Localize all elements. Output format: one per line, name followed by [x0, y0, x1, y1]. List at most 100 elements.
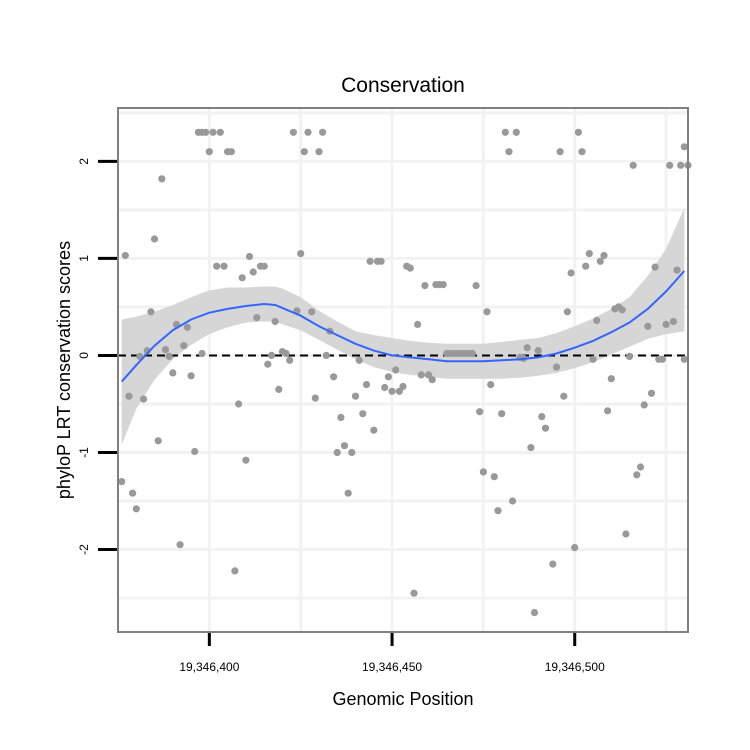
data-point	[337, 413, 345, 422]
data-point	[439, 281, 447, 289]
data-point	[498, 410, 506, 418]
data-point	[633, 471, 641, 479]
data-point	[315, 148, 323, 156]
chart-title: Conservation	[341, 74, 465, 97]
data-point	[658, 355, 667, 363]
data-point	[505, 148, 513, 156]
data-point	[187, 372, 195, 380]
data-point	[340, 442, 349, 450]
data-point	[311, 394, 319, 402]
y-tick-label: -1	[77, 447, 91, 458]
data-point	[271, 317, 279, 326]
data-point	[410, 589, 418, 597]
data-point	[205, 148, 213, 156]
data-point	[483, 308, 491, 316]
data-point	[523, 344, 531, 352]
data-point	[414, 320, 422, 328]
data-point	[618, 306, 626, 314]
data-point	[249, 268, 257, 276]
data-point	[680, 143, 688, 151]
data-point	[370, 426, 378, 434]
data-point	[552, 363, 561, 371]
data-point	[662, 320, 670, 328]
data-point	[589, 355, 597, 363]
data-point	[625, 352, 634, 360]
data-point	[508, 497, 517, 505]
y-tick-label: -2	[77, 544, 91, 555]
data-point	[640, 401, 648, 409]
data-point	[183, 323, 191, 331]
data-point	[487, 381, 495, 389]
data-point	[381, 383, 389, 392]
data-point	[333, 448, 341, 457]
x-axis-ticks: 19,346,400 19,346,450 19,346,500	[179, 633, 605, 674]
data-point	[213, 262, 221, 270]
y-tick-label: 0	[77, 352, 91, 359]
data-point	[567, 269, 575, 277]
data-point	[472, 282, 480, 290]
x-tick-label: 19,346,400	[179, 660, 239, 674]
data-point	[563, 308, 572, 316]
data-point	[673, 266, 681, 274]
data-point	[636, 463, 645, 471]
data-point	[490, 473, 498, 481]
data-point	[220, 262, 228, 270]
data-point	[651, 263, 659, 271]
data-point	[235, 400, 243, 408]
data-point	[264, 360, 272, 368]
data-point	[300, 148, 308, 156]
y-tick-label: 1	[77, 255, 91, 262]
data-point	[282, 349, 290, 358]
data-point	[297, 250, 305, 258]
data-point	[227, 148, 235, 156]
data-point	[399, 382, 407, 391]
data-point	[388, 387, 396, 395]
data-point	[362, 381, 371, 389]
data-point	[161, 346, 170, 354]
data-point	[530, 609, 539, 617]
data-point	[527, 444, 535, 452]
data-point	[680, 355, 688, 363]
x-tick-label: 19,346,450	[362, 660, 422, 674]
data-point	[607, 375, 615, 383]
data-point	[574, 128, 583, 136]
data-point	[231, 567, 239, 575]
data-point	[344, 489, 352, 497]
data-point	[267, 351, 276, 359]
data-point	[366, 257, 374, 265]
data-point	[118, 478, 126, 486]
data-point	[578, 148, 586, 156]
data-point	[308, 308, 316, 316]
data-point	[202, 128, 210, 136]
y-axis-ticks: 2 1 0 -1 -2	[77, 158, 117, 555]
data-point	[275, 385, 283, 393]
data-point	[593, 316, 601, 325]
data-point	[147, 308, 155, 316]
data-point	[392, 366, 400, 374]
data-point	[125, 392, 133, 400]
data-point	[198, 349, 206, 358]
data-point	[132, 505, 140, 513]
y-axis-label: phyloP LRT conservation scores	[54, 241, 74, 499]
data-point	[629, 161, 637, 169]
data-point	[512, 128, 520, 136]
data-point	[330, 373, 338, 381]
data-point	[121, 251, 129, 260]
data-point	[406, 264, 414, 272]
data-point	[351, 392, 360, 400]
data-point	[322, 351, 330, 359]
data-point	[209, 128, 217, 136]
data-point	[596, 257, 604, 265]
data-point	[245, 252, 254, 261]
data-point	[359, 410, 367, 418]
data-point	[600, 251, 608, 260]
data-point	[176, 541, 184, 549]
data-point	[150, 235, 159, 243]
data-point	[669, 317, 678, 326]
data-point	[644, 322, 652, 330]
data-point	[585, 250, 593, 258]
data-point	[560, 392, 568, 400]
data-points	[118, 128, 692, 617]
data-point	[216, 128, 224, 136]
